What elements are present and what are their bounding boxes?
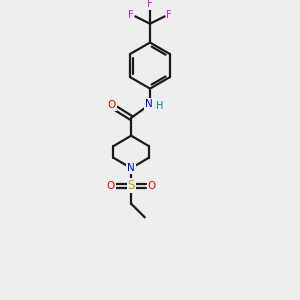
Text: F: F <box>167 11 172 20</box>
Text: N: N <box>145 99 153 109</box>
Text: N: N <box>127 163 135 173</box>
Text: O: O <box>107 181 115 191</box>
Text: S: S <box>128 179 135 192</box>
Text: F: F <box>147 0 153 10</box>
Text: H: H <box>156 101 163 111</box>
Text: O: O <box>108 100 116 110</box>
Text: O: O <box>147 181 156 191</box>
Text: F: F <box>128 11 134 20</box>
